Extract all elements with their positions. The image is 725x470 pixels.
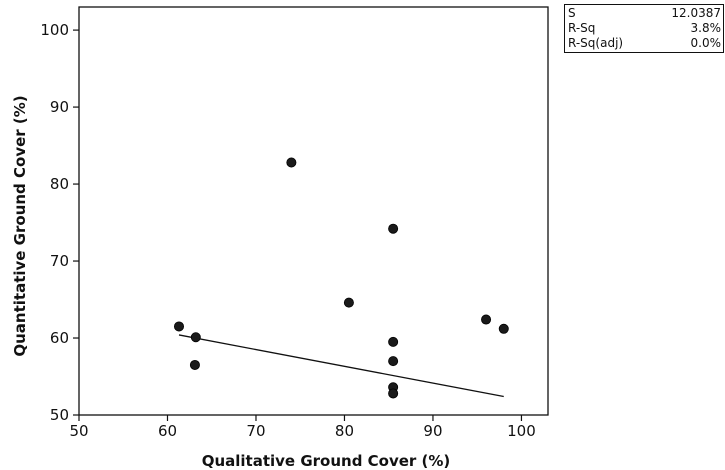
y-tick-label: 90 [50,98,69,116]
y-tick-label: 60 [50,329,69,347]
x-tick-label: 50 [69,422,88,440]
data-point [498,323,509,334]
stat-value: 0.0% [690,36,722,50]
stat-row-rsq-adj: R-Sq(adj) 0.0% [565,36,723,51]
x-tick-label: 100 [507,422,536,440]
data-point [343,297,354,308]
data-point [173,321,184,332]
data-point [189,359,200,370]
y-axis-title: Quantitative Ground Cover (%) [11,95,29,356]
x-tick-label: 60 [158,422,177,440]
x-tick-label: 80 [335,422,354,440]
regression-line [178,334,504,398]
x-tick-label: 70 [246,422,265,440]
stat-row-rsq: R-Sq 3.8% [565,21,723,36]
x-axis-title: Qualitative Ground Cover (%) [202,452,451,470]
y-tick-label: 50 [50,406,69,424]
y-tick-label: 70 [50,252,69,270]
data-point [481,314,492,325]
plot-area: 50 60 70 80 90 100 50 60 70 80 90 100 [40,6,549,440]
stat-label: S [568,6,576,20]
data-point [286,157,297,168]
data-point [388,356,399,367]
y-tick-label: 100 [40,21,69,39]
data-point [388,336,399,347]
x-tick-label: 90 [423,422,442,440]
data-point [388,223,399,234]
plot-frame [78,6,549,416]
stat-label: R-Sq(adj) [568,36,624,50]
stat-value: 3.8% [690,21,722,35]
stat-value: 12.0387 [671,6,721,20]
stats-box: S 12.0387 R-Sq 3.8% R-Sq(adj) 0.0% [564,4,724,53]
data-point [388,388,399,399]
y-tick-label: 80 [50,175,69,193]
stat-row-s: S 12.0387 [565,6,723,21]
data-point [190,332,201,343]
stat-label: R-Sq [568,21,596,35]
